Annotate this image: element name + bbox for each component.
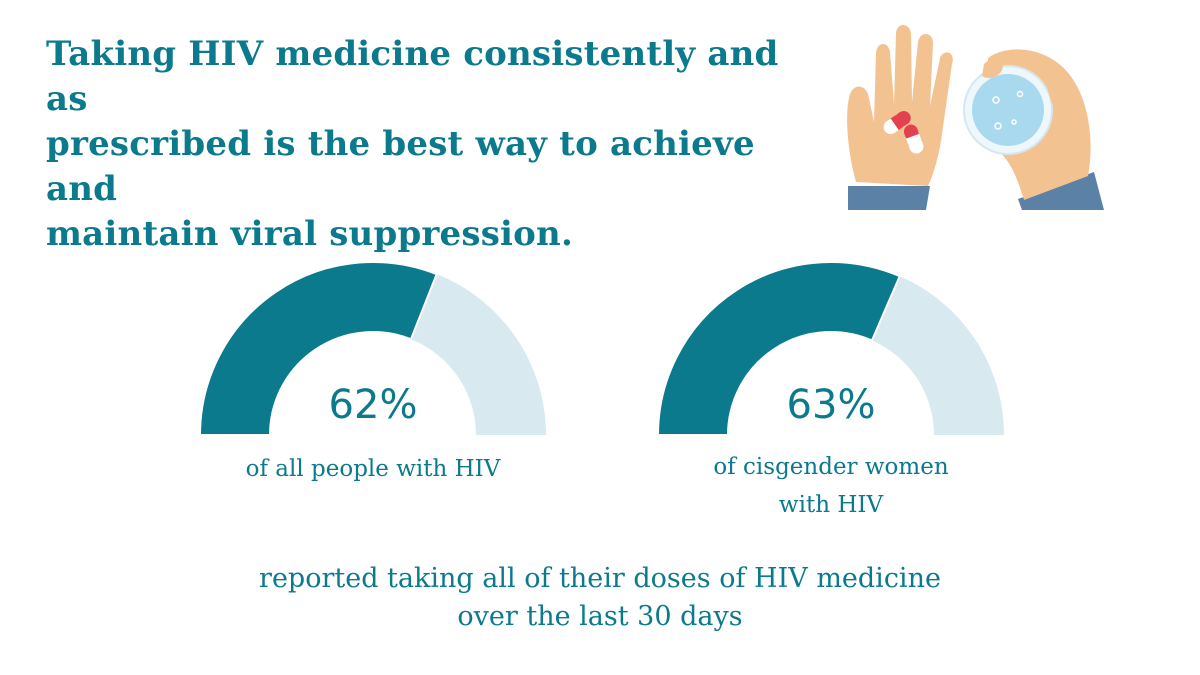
headline-line-2: prescribed is the best way to achieve an…	[46, 124, 755, 209]
headline-line-1: Taking HIV medicine consistently and as	[46, 34, 779, 119]
gauge-label-cisgender-women: of cisgender women with HIV	[651, 448, 1011, 524]
left-hand	[847, 25, 953, 186]
gauge-track	[871, 276, 1004, 435]
capsule-pill-2	[903, 124, 924, 154]
gauge-value-label: 62%	[329, 382, 418, 428]
chart-caption: reported taking all of their doses of HI…	[150, 560, 1050, 636]
gauge-label-line: of all people with HIV	[245, 456, 501, 482]
gauge-cisgender-women: 63%	[656, 261, 1004, 436]
gauge-label-line: with HIV	[778, 492, 884, 518]
left-sleeve	[848, 186, 930, 210]
right-sleeve	[1018, 172, 1104, 210]
headline-line-3: maintain viral suppression.	[46, 214, 574, 254]
hands-pills-water-glass-icon	[847, 25, 1104, 210]
capsule-pill-1	[883, 110, 911, 135]
caption-line-1: reported taking all of their doses of HI…	[259, 563, 941, 594]
gauge-value-label: 63%	[787, 382, 876, 428]
gauge-all-people: 62%	[198, 261, 546, 436]
gauge-fill	[656, 261, 902, 436]
gauge-label-all-people: of all people with HIV	[193, 450, 553, 488]
gauge-fill	[198, 261, 438, 436]
headline: Taking HIV medicine consistently and as …	[46, 32, 806, 257]
gauge-label-line: of cisgender women	[713, 454, 949, 480]
gauge-track	[410, 274, 546, 435]
caption-line-2: over the last 30 days	[457, 601, 743, 632]
